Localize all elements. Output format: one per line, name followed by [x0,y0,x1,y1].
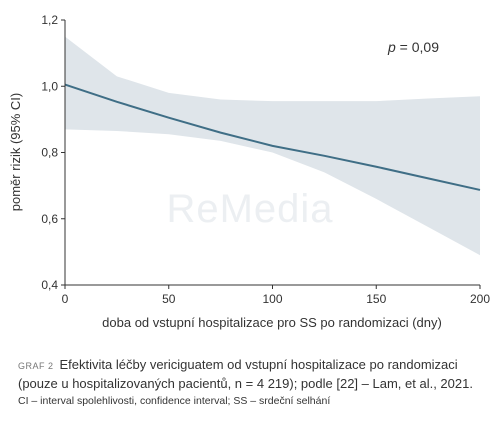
p-symbol: p [387,39,396,55]
y-tick-label: 1,2 [41,13,58,27]
x-tick-label: 150 [366,292,386,306]
p-value: = 0,09 [396,39,439,55]
x-tick-label: 0 [62,292,69,306]
figure-tag: GRAF 2 [18,361,54,371]
caption-text: Efektivita léčby vericiguatem od vstupní… [18,357,473,391]
y-tick-label: 1,0 [41,79,58,93]
hazard-ratio-line [64,83,481,191]
y-tick-label: 0,4 [41,278,58,292]
x-axis-title: doba od vstupní hospitalizace pro SS po … [102,315,442,330]
x-tick-label: 100 [262,292,282,306]
x-tick-label: 50 [162,292,176,306]
y-ticks: 0,4 0,6 0,8 1,0 1,2 [41,13,65,292]
x-tick-label: 200 [470,292,490,306]
figure-caption: GRAF 2 Efektivita léčby vericiguatem od v… [18,356,488,392]
y-axis-title: poměr rizik (95% CI) [8,93,23,211]
hazard-ratio-chart: ReMedia 0 50 100 150 200 0,4 0,6 0,8 1,0 1,2 dob… [8,13,490,330]
watermark: ReMedia [166,187,333,231]
caption-note: CI – interval spolehlivosti, confidence … [18,395,331,407]
y-tick-label: 0,6 [41,212,58,226]
x-ticks: 0 50 100 150 200 [62,285,490,306]
y-tick-label: 0,8 [41,146,58,160]
p-value-annotation: p = 0,09 [387,39,439,55]
